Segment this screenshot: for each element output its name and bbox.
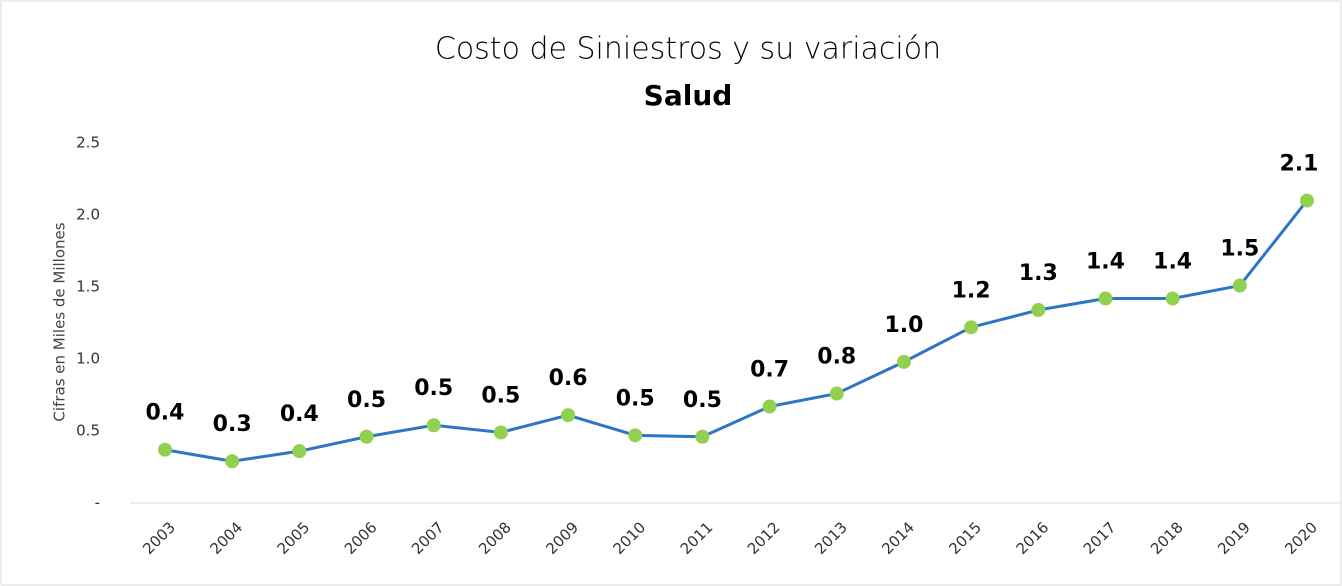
series-line: [164, 199, 1309, 463]
point-marker: [1165, 291, 1180, 306]
data-label: 0.8: [817, 345, 856, 370]
data-label: 0.4: [280, 402, 319, 427]
point-marker: [695, 429, 710, 444]
data-label: 1.4: [1153, 250, 1192, 275]
data-label: 0.5: [414, 376, 453, 401]
point-marker: [292, 444, 307, 459]
data-label: 0.5: [347, 388, 386, 413]
point-marker: [829, 386, 844, 401]
data-label: 1.5: [1220, 237, 1259, 262]
point-marker: [158, 442, 172, 457]
point-marker: [964, 320, 979, 335]
data-label: 0.4: [146, 401, 185, 426]
y-tick-label: 2.5: [76, 134, 100, 152]
data-label: 1.0: [884, 313, 923, 338]
y-tick-label: 0.5: [76, 422, 100, 440]
chart-title: Costo de Siniestros y su variación: [435, 32, 941, 67]
point-marker: [1232, 278, 1247, 293]
point-marker: [762, 399, 777, 414]
point-marker: [561, 408, 576, 423]
point-marker: [426, 418, 441, 433]
data-label: 0.3: [213, 412, 252, 437]
y-tick-label: 2.0: [76, 206, 100, 224]
data-label: 2.1: [1280, 152, 1319, 177]
data-label: 0.5: [481, 383, 520, 408]
data-label: 0.5: [616, 386, 655, 411]
point-marker: [1031, 303, 1046, 318]
point-marker: [359, 429, 374, 444]
chart-subtitle: Salud: [644, 79, 733, 112]
point-marker: [896, 354, 911, 369]
point-marker: [628, 428, 643, 443]
point-marker: [493, 425, 508, 440]
data-label: 0.5: [683, 388, 722, 413]
y-tick-label: -: [95, 494, 100, 512]
point-marker: [1300, 193, 1314, 208]
data-label: 1.3: [1019, 261, 1058, 286]
data-label: 1.4: [1086, 250, 1125, 275]
point-marker: [1098, 291, 1113, 306]
data-label: 0.7: [750, 358, 789, 383]
y-tick-label: 1.0: [76, 350, 100, 368]
y-tick-label: 1.5: [76, 278, 100, 296]
point-marker: [225, 454, 240, 469]
data-label: 1.2: [952, 278, 991, 303]
data-label: 0.6: [549, 366, 588, 391]
y-axis-label: Cifras en Miles de Millones: [51, 222, 69, 421]
